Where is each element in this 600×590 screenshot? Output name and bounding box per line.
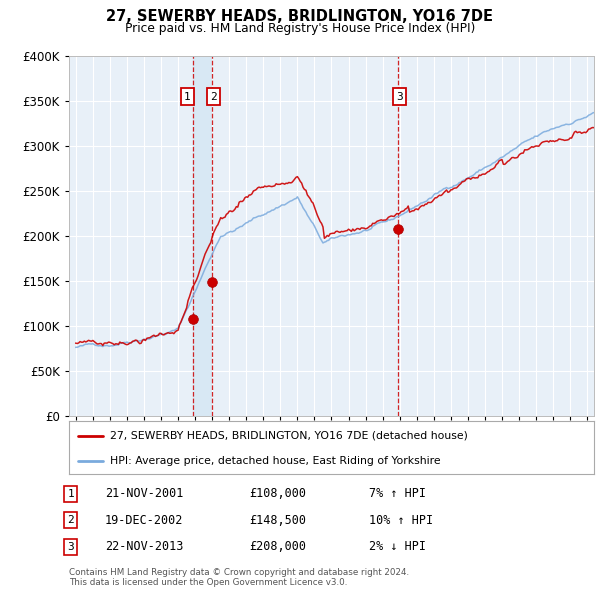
Text: This data is licensed under the Open Government Licence v3.0.: This data is licensed under the Open Gov… (69, 578, 347, 587)
Text: 27, SEWERBY HEADS, BRIDLINGTON, YO16 7DE (detached house): 27, SEWERBY HEADS, BRIDLINGTON, YO16 7DE… (110, 431, 468, 441)
Text: HPI: Average price, detached house, East Riding of Yorkshire: HPI: Average price, detached house, East… (110, 456, 440, 466)
Text: £108,000: £108,000 (249, 487, 306, 500)
Text: 3: 3 (397, 91, 403, 101)
Text: 1: 1 (184, 91, 191, 101)
Text: 7% ↑ HPI: 7% ↑ HPI (369, 487, 426, 500)
Text: 2: 2 (67, 516, 74, 525)
Text: 10% ↑ HPI: 10% ↑ HPI (369, 514, 433, 527)
Text: 2% ↓ HPI: 2% ↓ HPI (369, 540, 426, 553)
Bar (193, 56, 211, 416)
Text: 21-NOV-2001: 21-NOV-2001 (105, 487, 184, 500)
Text: 2: 2 (210, 91, 217, 101)
Text: 3: 3 (67, 542, 74, 552)
Text: 27, SEWERBY HEADS, BRIDLINGTON, YO16 7DE: 27, SEWERBY HEADS, BRIDLINGTON, YO16 7DE (107, 9, 493, 24)
Text: £208,000: £208,000 (249, 540, 306, 553)
Text: 19-DEC-2002: 19-DEC-2002 (105, 514, 184, 527)
Text: Contains HM Land Registry data © Crown copyright and database right 2024.: Contains HM Land Registry data © Crown c… (69, 568, 409, 576)
Text: 22-NOV-2013: 22-NOV-2013 (105, 540, 184, 553)
Text: Price paid vs. HM Land Registry's House Price Index (HPI): Price paid vs. HM Land Registry's House … (125, 22, 475, 35)
Text: £148,500: £148,500 (249, 514, 306, 527)
Text: 1: 1 (67, 489, 74, 499)
